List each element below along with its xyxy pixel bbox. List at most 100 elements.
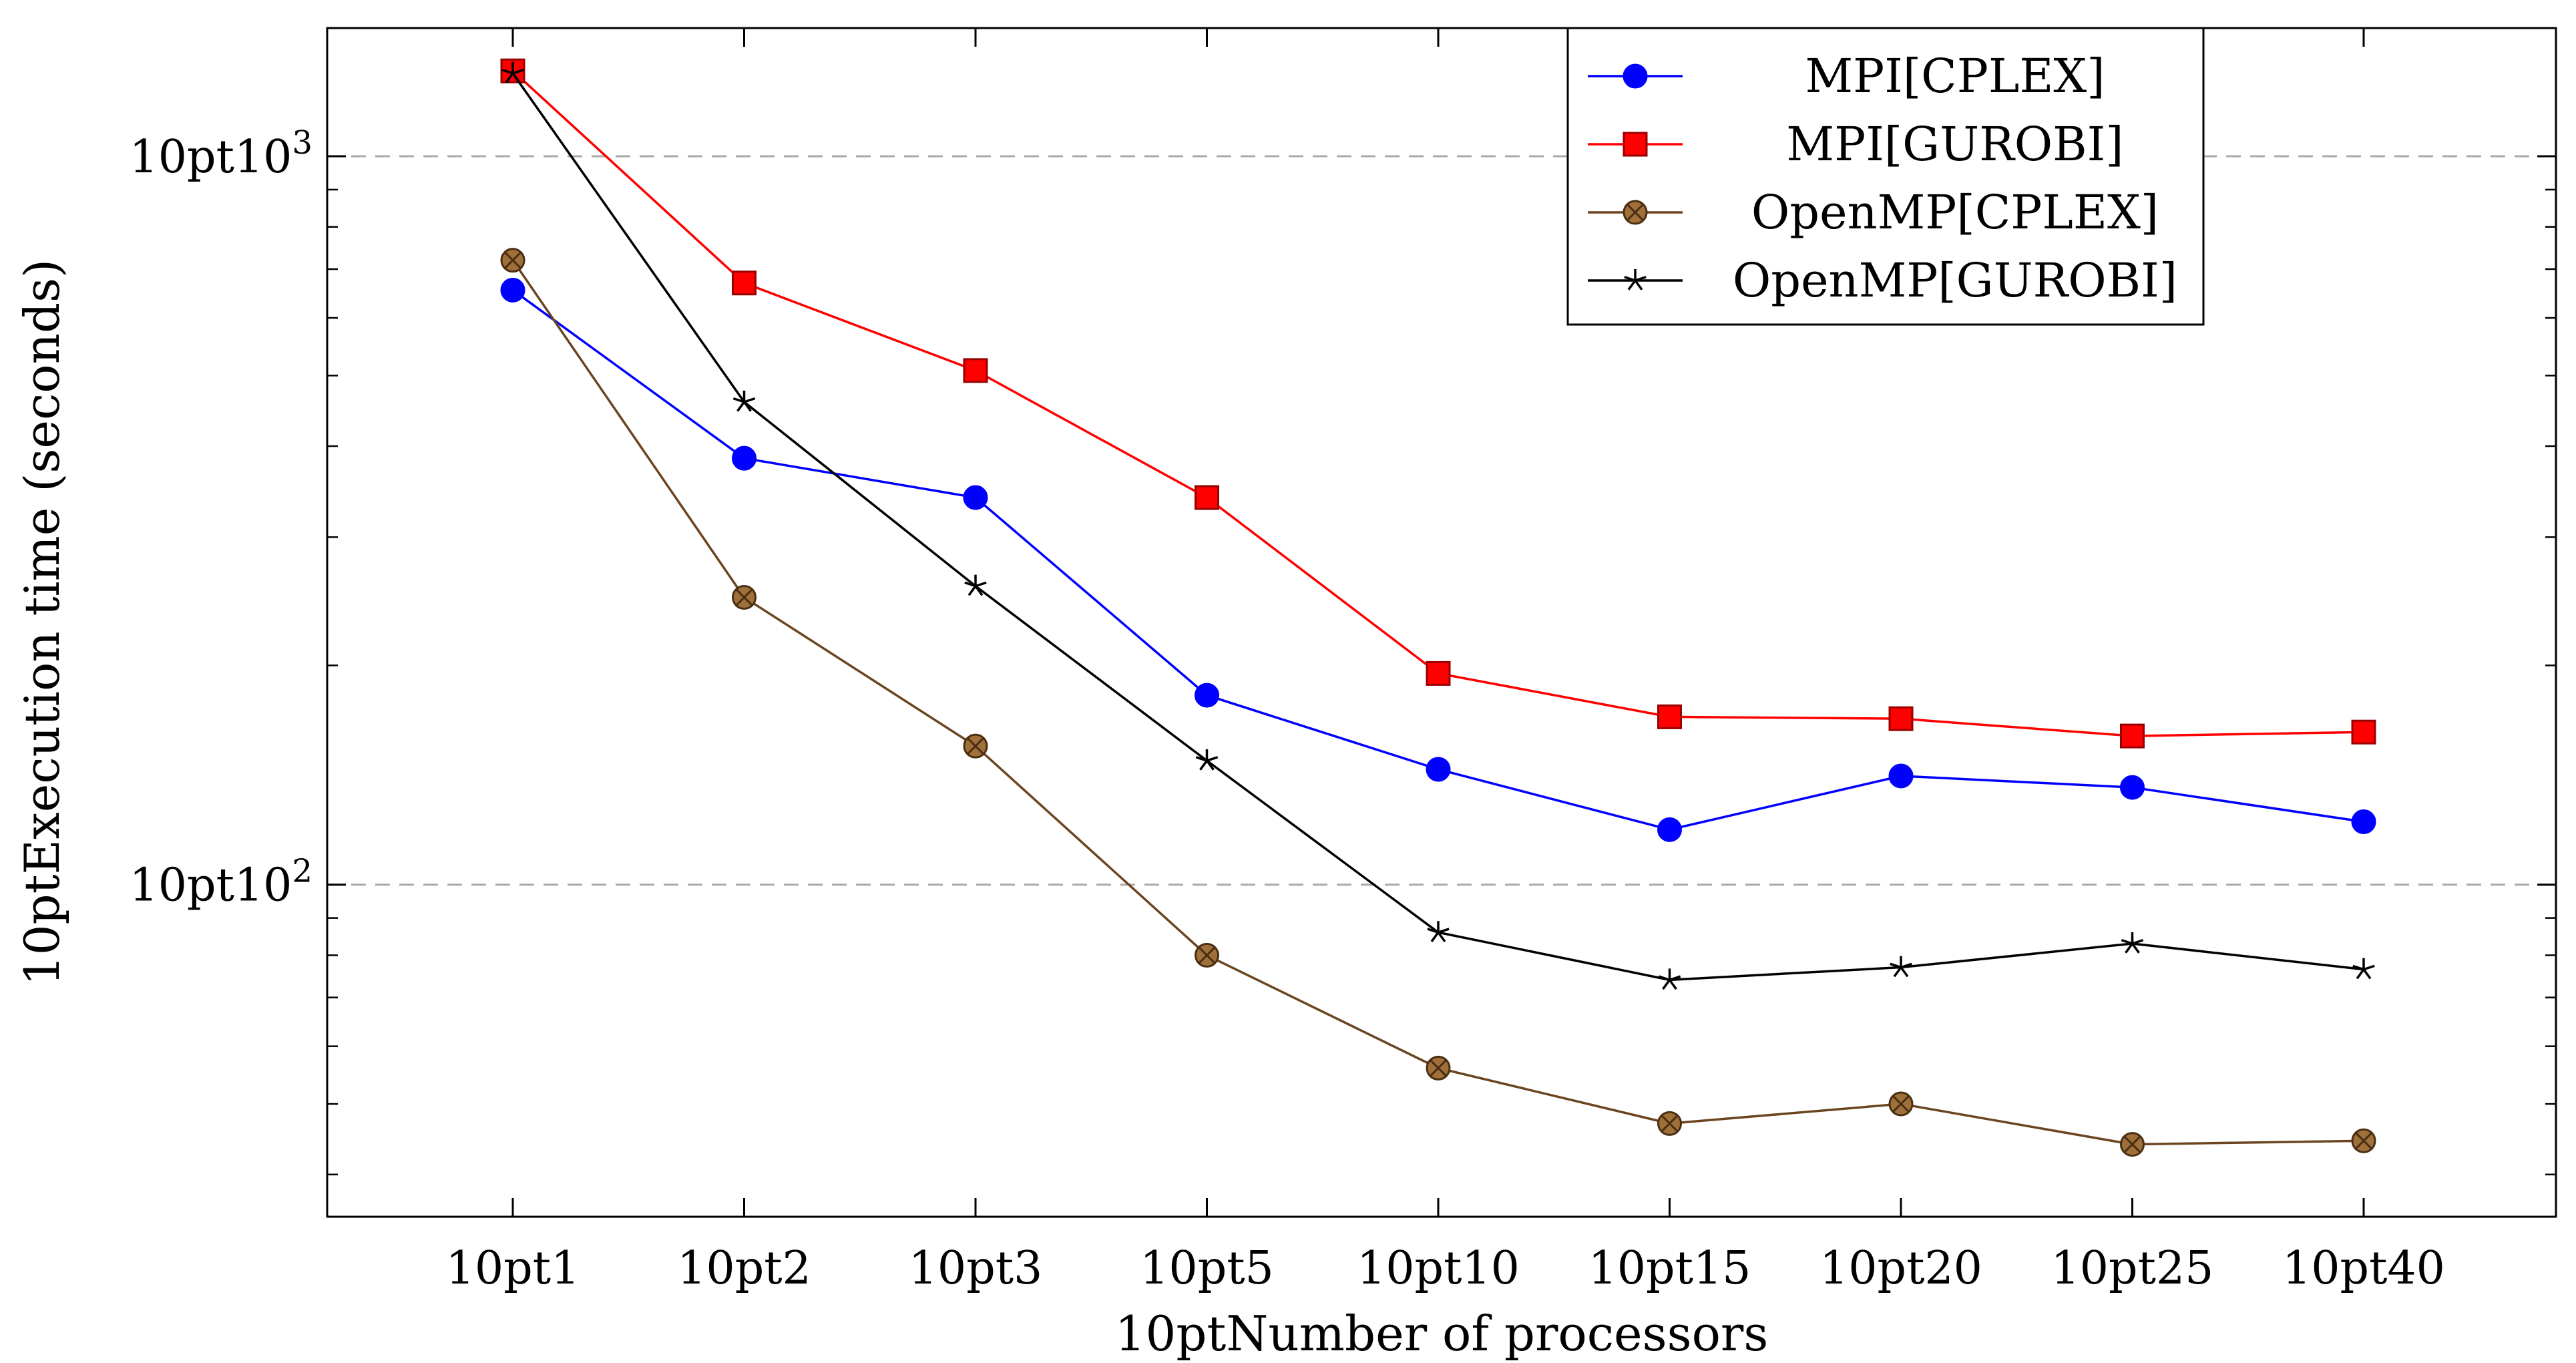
data-point-ray xyxy=(505,72,514,83)
data-point xyxy=(2120,1132,2145,1157)
legend-marker xyxy=(1623,132,1648,157)
data-point-ray xyxy=(974,585,984,596)
y-axis-title: 10ptExecution time (seconds) xyxy=(14,259,70,986)
data-point xyxy=(963,358,988,383)
data-point-ray xyxy=(1669,979,1677,990)
data-point-cross-b xyxy=(1661,1115,1679,1133)
data-point-ray xyxy=(743,401,752,412)
data-point xyxy=(732,445,757,471)
data-point xyxy=(1195,485,1219,510)
data-point xyxy=(2352,958,2375,980)
data-point-ray xyxy=(511,72,521,83)
data-point-ray xyxy=(732,397,745,403)
data-point-cross-b xyxy=(735,588,753,606)
legend-marker-cross-b xyxy=(1626,203,1645,222)
x-tick-label: 10pt15 xyxy=(1588,1242,1751,1295)
series-OpenMP[CPLEX] xyxy=(500,248,2376,1157)
data-point-ray xyxy=(975,581,987,588)
legend-marker-ray xyxy=(1627,279,1637,290)
data-point-ray xyxy=(2352,964,2364,971)
data-point xyxy=(2351,719,2376,745)
data-point xyxy=(1657,1111,1682,1136)
legend-entry: MPI[GUROBI] xyxy=(1588,117,2124,172)
data-point xyxy=(732,270,757,296)
legend-box xyxy=(1566,27,2205,326)
data-point-ray xyxy=(1206,756,1219,762)
y-tick-label: 10pt103 xyxy=(130,124,312,184)
data-point xyxy=(1890,956,1912,978)
data-point-ray xyxy=(1662,979,1671,990)
legend-marker xyxy=(1624,269,1647,290)
data-point-ray xyxy=(512,68,524,75)
series xyxy=(500,58,2376,1157)
legend-marker-ray xyxy=(1634,279,1643,290)
data-point-ray xyxy=(1437,932,1446,942)
axes xyxy=(326,27,2557,1218)
x-tick-label: 10pt3 xyxy=(909,1242,1043,1295)
legend-label: MPI[CPLEX] xyxy=(1805,49,2105,104)
data-point-ray xyxy=(1438,928,1450,934)
data-point-ray xyxy=(1890,962,1902,969)
data-point-ray xyxy=(2125,942,2133,954)
data-point-ray xyxy=(1427,928,1439,934)
legend: MPI[CPLEX] MPI[GUROBI] OpenMP[CPLEX] OpenMP… xyxy=(1566,27,2205,326)
data-point-ray xyxy=(1206,760,1215,771)
data-point xyxy=(963,733,988,759)
data-point-cross-b xyxy=(503,251,522,269)
data-point-ray xyxy=(1900,962,1912,969)
data-point xyxy=(500,277,525,303)
data-point-ray xyxy=(1195,756,1208,762)
legend-label: MPI[GUROBI] xyxy=(1786,117,2123,172)
data-point xyxy=(500,248,525,273)
data-point xyxy=(1195,749,1219,771)
x-tick-label: 10pt1 xyxy=(446,1242,580,1295)
data-point xyxy=(1888,763,1914,789)
data-point-ray xyxy=(1669,975,1681,982)
data-point xyxy=(2351,809,2376,835)
x-tick-label: 10pt40 xyxy=(2282,1242,2445,1295)
data-point xyxy=(964,574,987,596)
legend-entry: OpenMP[GUROBI] xyxy=(1588,253,2177,308)
x-tick-label: 10pt2 xyxy=(677,1242,811,1295)
series-MPI[GUROBI] xyxy=(500,58,2376,749)
data-point xyxy=(2351,1128,2376,1153)
data-point xyxy=(2120,723,2145,749)
legend-label: OpenMP[GUROBI] xyxy=(1733,253,2177,308)
legend-marker xyxy=(1623,200,1648,225)
series-line xyxy=(511,259,2364,1146)
data-point xyxy=(1426,757,1451,782)
data-point xyxy=(1657,817,1682,842)
data-point xyxy=(963,485,988,510)
legend-marker-ray xyxy=(1635,276,1647,282)
data-point xyxy=(2121,932,2144,954)
x-tick-label: 10pt5 xyxy=(1140,1242,1274,1295)
data-point xyxy=(1657,704,1682,729)
data-point-ray xyxy=(501,68,513,75)
data-point-ray xyxy=(2121,939,2133,945)
legend-marker xyxy=(1623,63,1648,89)
series-MPI[CPLEX] xyxy=(500,277,2376,842)
x-tick-label: 10pt10 xyxy=(1357,1242,1520,1295)
data-point xyxy=(732,585,757,610)
axis-ticks: 10pt102 10pt103 10pt1 10pt2 10pt3 10pt5 10pt10… xyxy=(130,28,2556,1295)
data-point-ray xyxy=(2363,964,2375,971)
data-point xyxy=(732,390,756,412)
data-point-cross-b xyxy=(2354,1132,2373,1150)
x-axis-title: 10ptNumber of processors xyxy=(1115,1306,1769,1362)
legend-entry: OpenMP[CPLEX] xyxy=(1588,185,2159,240)
data-point-cross-b xyxy=(966,737,985,755)
data-point-ray xyxy=(964,581,976,588)
data-point xyxy=(1426,660,1451,686)
data-point xyxy=(501,61,524,83)
data-point-ray xyxy=(1199,760,1208,771)
data-point xyxy=(1195,942,1219,968)
data-point-ray xyxy=(2131,939,2144,945)
data-point-ray xyxy=(1893,966,1902,978)
data-point-ray xyxy=(2362,968,2372,980)
legend-marker-ray xyxy=(1624,276,1636,282)
data-point xyxy=(1658,968,1681,990)
data-point-ray xyxy=(2356,968,2365,980)
data-point xyxy=(1426,1055,1451,1081)
y-tick-label: 10pt102 xyxy=(130,853,312,912)
